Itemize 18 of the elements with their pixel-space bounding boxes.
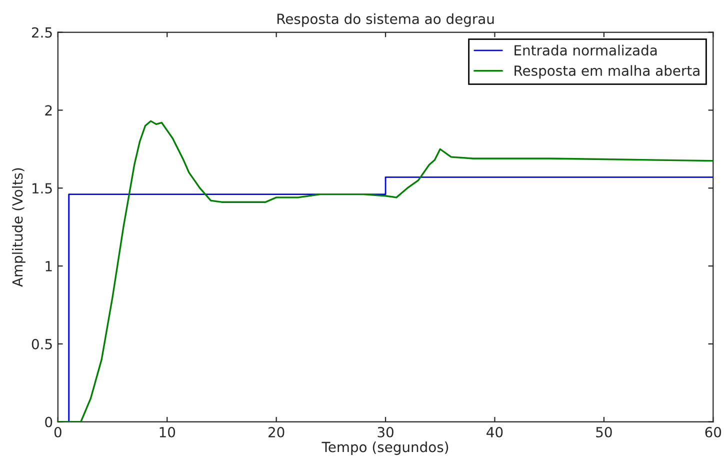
x-tick-label: 50 xyxy=(596,426,612,438)
y-tick-label: 2 xyxy=(45,105,52,116)
x-tick-label: 10 xyxy=(160,426,176,438)
y-axis-title: Amplitude (Volts) xyxy=(12,168,26,287)
y-tick-label: 1 xyxy=(46,261,52,272)
y-tick-label: 0 xyxy=(45,416,52,428)
x-tick-label: 40 xyxy=(486,426,503,438)
y-tick-label: 2.5 xyxy=(32,27,52,38)
x-tick-label: 30 xyxy=(378,426,394,438)
y-tick-label: 0.5 xyxy=(32,338,52,350)
x-tick-label: 0 xyxy=(54,426,62,438)
x-tick-label: 20 xyxy=(268,426,284,438)
chart-title: Resposta do sistema ao degrau xyxy=(277,13,494,27)
y-tick-label: 1.5 xyxy=(32,183,52,194)
legend-label: Resposta em malha aberta xyxy=(514,65,700,79)
x-tick-label: 60 xyxy=(705,426,722,438)
x-axis-title: Tempo (segundos) xyxy=(322,442,448,455)
legend-label: Entrada normalizada xyxy=(514,44,657,56)
